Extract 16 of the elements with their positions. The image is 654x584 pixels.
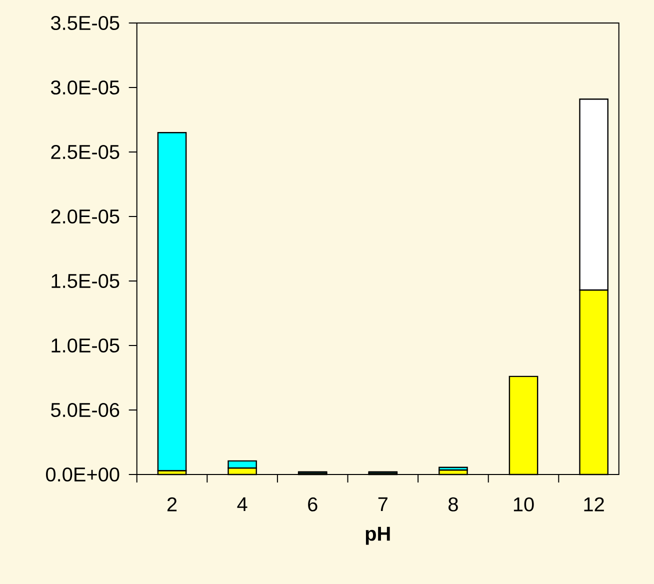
x-tick-label: 7 bbox=[378, 497, 388, 512]
y-tick-label: 5.0E-06 bbox=[51, 402, 120, 418]
y-tick-label: 2.0E-05 bbox=[51, 209, 120, 224]
y-tick-label: 1.0E-05 bbox=[52, 338, 120, 353]
y-tick-label: 1.5E-05 bbox=[52, 274, 120, 288]
x-tick-label: 4 bbox=[237, 497, 248, 512]
x-tick-label: 8 bbox=[448, 497, 458, 512]
x-tick-label: 10 bbox=[514, 497, 534, 512]
x-axis-title: pH bbox=[366, 526, 390, 545]
y-tick-label: 3.5E-05 bbox=[50, 16, 120, 30]
x-tick-label: 6 bbox=[308, 497, 318, 512]
y-tick-label: 2.5E-05 bbox=[51, 144, 120, 160]
x-tick-label: 2 bbox=[167, 497, 177, 512]
y-tick-label: 0.0E+00 bbox=[46, 467, 120, 482]
x-tick-label: 12 bbox=[584, 497, 604, 512]
y-tick-label: 3.0E-05 bbox=[50, 80, 120, 95]
